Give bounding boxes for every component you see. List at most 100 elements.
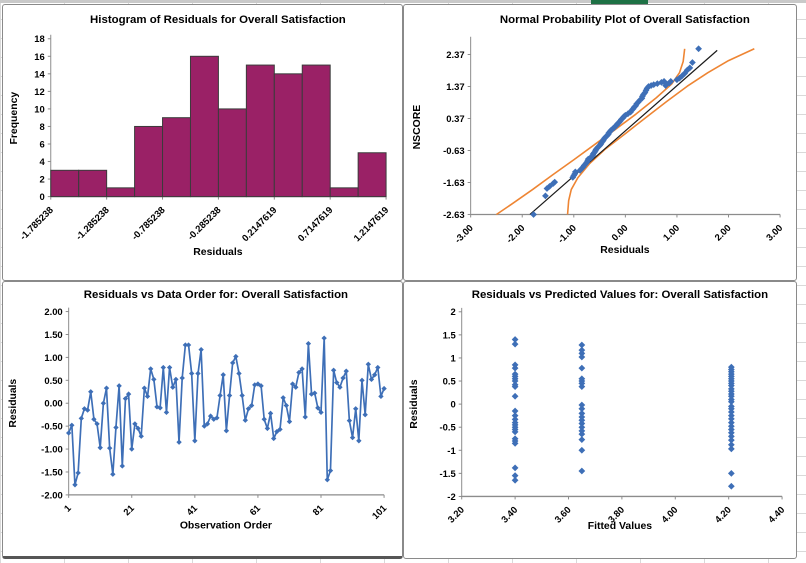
y-tick-label: 0.50 — [44, 375, 62, 386]
y-tick-label: 1.37 — [446, 82, 464, 93]
data-point-marker — [195, 370, 201, 377]
data-point-marker — [283, 402, 289, 409]
data-point-marker — [223, 428, 230, 434]
data-point-marker — [192, 438, 198, 444]
data-point-marker — [116, 383, 122, 389]
data-point-marker — [511, 364, 519, 372]
data-point-marker — [305, 340, 312, 347]
x-tick-label: -1.00 — [556, 223, 579, 246]
data-point-marker — [511, 340, 519, 348]
data-point-marker — [147, 366, 154, 372]
chart-histogram-residuals[interactable]: Histogram of Residuals for Overall Satis… — [2, 4, 403, 281]
confidence-band-left — [495, 48, 686, 216]
y-tick-label: -0.50 — [41, 421, 63, 432]
data-point-marker — [258, 383, 264, 389]
data-point-marker — [542, 192, 549, 200]
x-tick-label: -3.00 — [453, 223, 476, 246]
data-point-marker — [695, 45, 702, 53]
data-point-marker — [337, 384, 343, 390]
data-point-marker — [179, 375, 185, 381]
data-point-marker — [727, 469, 735, 477]
data-point-marker — [198, 346, 204, 353]
data-point-marker — [261, 416, 267, 422]
data-point-marker — [230, 360, 236, 366]
chart-residuals-vs-data-order[interactable]: Residuals vs Data Order for: Overall Sat… — [2, 281, 403, 559]
data-point-marker — [242, 417, 248, 423]
data-point-marker — [543, 185, 551, 192]
data-point-marker — [129, 446, 135, 452]
data-point-marker — [312, 390, 318, 396]
data-point-marker — [65, 430, 72, 436]
data-point-marker — [578, 401, 586, 409]
x-tick-label: 0.2147619 — [240, 205, 279, 244]
y-tick-label: -2.00 — [41, 489, 63, 500]
data-point-marker — [226, 392, 233, 399]
data-point-marker — [578, 446, 586, 454]
y-tick-label: 0 — [40, 192, 45, 203]
plot-area: 2.00 1.50 1.00 0.50 0.00 -0.50 -1.00 -1.50 -2.00… — [41, 306, 388, 521]
data-point-marker — [343, 368, 349, 374]
green-filled-cell[interactable] — [591, 0, 648, 4]
scatter-points — [511, 336, 735, 490]
x-tick-label: 1.2147619 — [352, 205, 391, 244]
y-tick-label: 2.37 — [446, 50, 464, 61]
x-tick-label: 3.60 — [553, 505, 574, 526]
data-point-marker — [353, 406, 359, 412]
data-point-marker — [327, 467, 334, 474]
data-point-marker — [173, 376, 179, 383]
data-point-marker — [511, 464, 519, 472]
data-point-marker — [321, 335, 327, 341]
data-point-marker — [578, 364, 586, 372]
histogram-bar — [134, 125, 164, 198]
data-point-marker — [359, 377, 365, 383]
data-point-marker — [578, 436, 586, 444]
y-tick-label: 0 — [450, 400, 455, 411]
data-point-marker — [163, 409, 170, 416]
x-tick-label: 81 — [310, 502, 325, 517]
data-point-marker — [103, 385, 110, 391]
data-point-marker — [362, 412, 368, 418]
data-point-marker — [286, 418, 293, 425]
data-point-marker — [511, 476, 519, 484]
data-point-marker — [151, 376, 157, 383]
data-point-marker — [578, 430, 586, 438]
chart-title: Normal Probability Plot of Overall Satis… — [500, 14, 750, 26]
data-point-marker — [381, 385, 387, 392]
x-tick-label: 0.7147619 — [296, 205, 335, 244]
y-tick-label: 2 — [40, 175, 45, 186]
data-point-marker — [302, 414, 308, 420]
data-point-marker — [214, 415, 220, 421]
chart-normal-probability-plot[interactable]: Normal Probability Plot of Overall Satis… — [403, 4, 797, 281]
x-tick-label: 101 — [370, 502, 389, 521]
y-tick-label: -1.00 — [41, 444, 63, 455]
y-axis-title: Frequency — [9, 92, 20, 145]
data-point-marker — [84, 407, 91, 413]
x-tick-label: 4.20 — [713, 505, 734, 526]
data-point-marker — [330, 367, 337, 373]
y-tick-label: 4 — [40, 157, 46, 168]
x-tick-label: 3.20 — [446, 505, 467, 526]
data-point-marker — [271, 435, 277, 442]
x-axis-title: Residuals — [193, 247, 242, 258]
x-axis-title: Observation Order — [180, 520, 272, 531]
data-point-marker — [511, 439, 519, 447]
data-point-marker — [578, 409, 586, 417]
histogram-bar — [329, 187, 359, 198]
data-point-marker — [144, 393, 151, 400]
data-point-marker — [160, 364, 166, 371]
y-tick-label: 2 — [450, 307, 455, 318]
data-point-marker — [340, 375, 346, 381]
confidence-band-right — [566, 48, 755, 215]
data-point-marker — [634, 98, 642, 106]
chart-residuals-vs-fitted[interactable]: Residuals vs Predicted Values for: Overa… — [403, 281, 797, 559]
y-tick-label: 2.00 — [44, 306, 62, 317]
data-point-marker — [660, 77, 668, 85]
data-point-marker — [530, 211, 537, 218]
data-point-marker — [650, 81, 658, 88]
x-tick-label: 4.00 — [660, 505, 681, 526]
y-tick-label: -2.63 — [443, 210, 465, 221]
y-tick-label: -2 — [447, 492, 455, 503]
x-tick-label: -0.785238 — [130, 205, 168, 243]
x-tick-label: 3.00 — [764, 223, 785, 244]
histogram-canvas: Histogram of Residuals for Overall Satis… — [9, 14, 391, 258]
